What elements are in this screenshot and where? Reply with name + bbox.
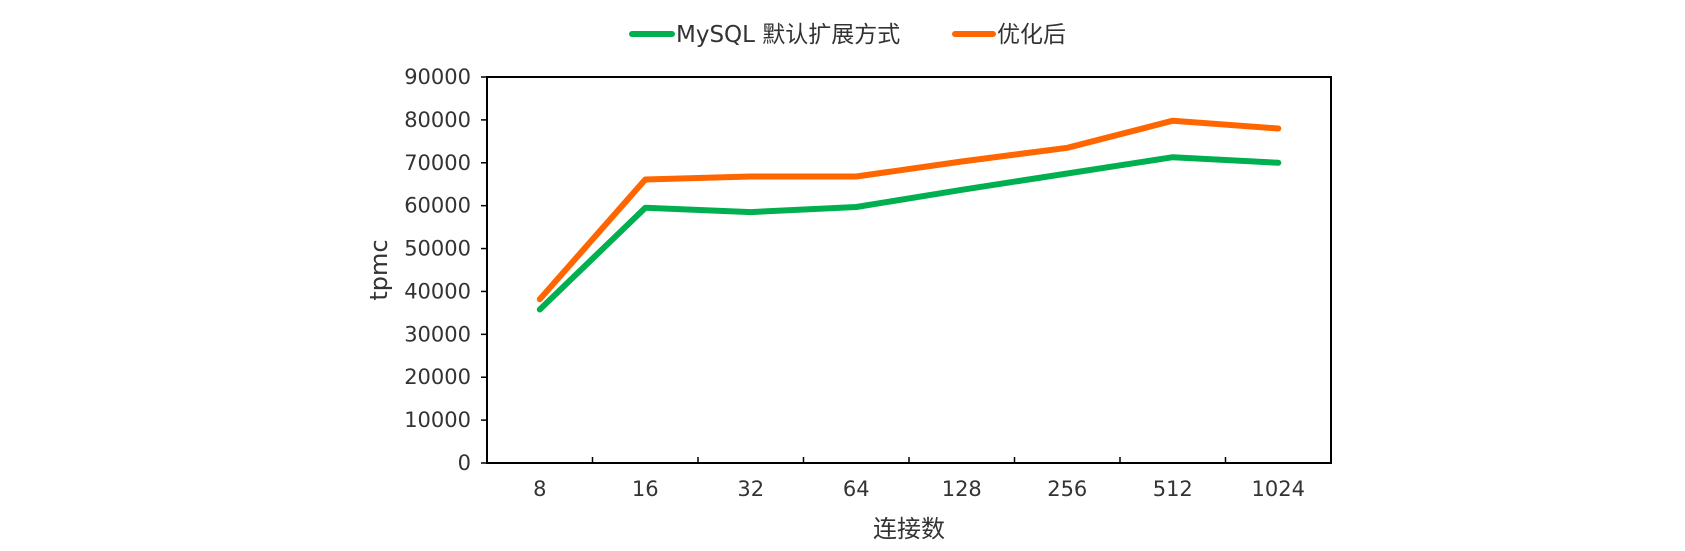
legend: MySQL 默认扩展方式 优化后	[632, 22, 1066, 48]
y-tick-label: 0	[458, 451, 471, 475]
x-tick-label: 128	[942, 477, 982, 501]
y-tick-label: 60000	[404, 194, 471, 218]
x-tick-label: 8	[533, 477, 546, 501]
legend-label-optimized: 优化后	[997, 22, 1066, 48]
y-axis: 0 10000 20000 30000 40000 50000 60000 70000 8000…	[404, 65, 487, 475]
y-tick-label: 90000	[404, 65, 471, 89]
x-axis-title: 连接数	[873, 515, 945, 543]
x-tick-label: 32	[737, 477, 764, 501]
y-tick-label: 80000	[404, 108, 471, 132]
y-axis-title: tpmc	[365, 239, 393, 300]
y-tick-label: 10000	[404, 408, 471, 432]
y-tick-label: 70000	[404, 151, 471, 175]
y-tick-label: 50000	[404, 237, 471, 261]
x-tick-label: 64	[843, 477, 870, 501]
x-tick-label: 256	[1047, 477, 1087, 501]
y-tick-label: 30000	[404, 322, 471, 346]
legend-label-mysql: MySQL 默认扩展方式	[676, 22, 900, 48]
series-lines	[540, 121, 1279, 310]
y-tick-label: 20000	[404, 365, 471, 389]
x-tick-label: 1024	[1252, 477, 1305, 501]
plot-area-frame	[487, 77, 1331, 463]
y-tick-label: 40000	[404, 279, 471, 303]
x-tick-label: 512	[1153, 477, 1193, 501]
x-tick-label: 16	[632, 477, 659, 501]
